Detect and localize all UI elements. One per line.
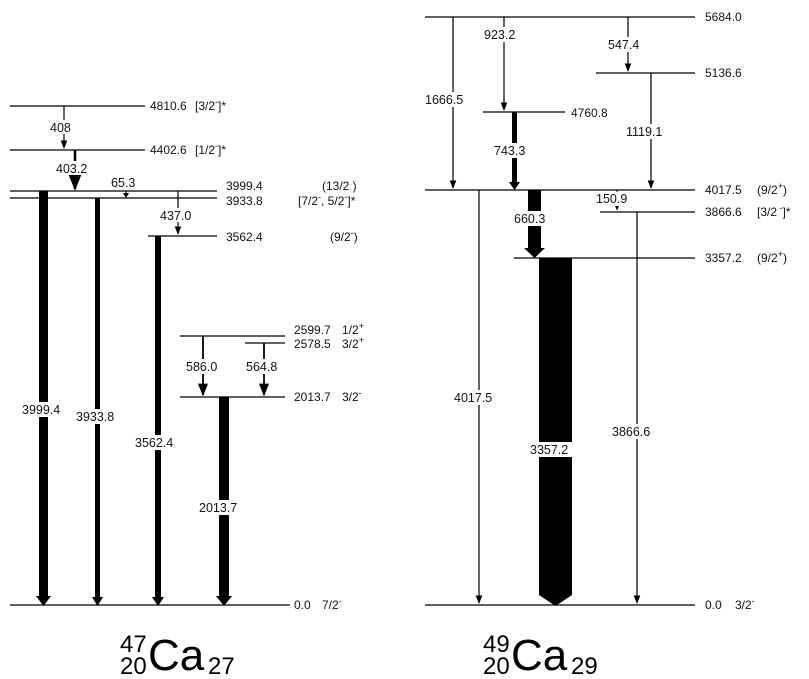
ca47-level-spin: 7/2- [322,596,342,612]
ca47-gamma-label: 3999.4 [22,403,60,417]
ca47-level-energy: 2013.7 [294,390,331,404]
ca49-level-spin: (9/2+) [757,249,787,265]
ca49-gamma-label: 660.3 [514,212,545,226]
ca49-scheme: 5684.0 5136.6 4760.8 4017.5 3866.6 3357.… [423,10,791,679]
ca49-element-symbol: Ca [511,631,568,679]
ca47-gamma-2013-bar [219,397,229,596]
ca49-gamma-label: 743.3 [494,144,525,158]
ca49-level-energy: 0.0 [705,598,722,612]
ca49-neutron-number: 29 [571,653,598,679]
ca47-gamma-3933-bar [95,198,100,597]
ca49-level-energy: 3357.2 [705,251,742,265]
ca47-gamma-3562-head [152,597,164,606]
ca47-level-energy: 3999.4 [226,179,263,193]
ca47-level-spin: [7/2-, 5/2-]* [298,192,356,208]
ca47-atomic-number: 20 [120,653,147,679]
ca49-level-spin: (9/2+) [757,181,787,197]
ca49-gamma-743-head [509,182,520,190]
ca49-level-energy: 3866.6 [705,205,742,219]
ca49-gamma-label: 3866.6 [612,425,650,439]
ca47-gamma-label: 2013.7 [199,501,237,515]
ca47-gamma-label: 3562.4 [135,436,173,450]
ca47-gamma-label: 586.0 [186,360,217,374]
ca47-gamma-label: 65.3 [111,176,135,190]
ca47-gamma-3933-head [92,597,103,606]
ca47-gamma-3999-head [36,596,51,606]
ca49-level-energy: 4760.8 [571,106,608,120]
ca47-level-energy: 4402.6 [150,143,187,157]
ca47-level-energy: 4810.6 [150,99,187,113]
ca49-gamma-label: 3357.2 [530,443,568,457]
ca49-atomic-number: 20 [483,653,510,679]
ca49-gamma-label: 1666.5 [425,93,463,107]
ca47-level-spin: 3/2- [342,388,362,404]
ca47-gamma-3562-bar [155,236,161,597]
ca49-gamma-3357-bar [539,258,572,595]
ca47-gamma-label: 403.2 [56,162,87,176]
ca47-level-spin: 1/2+ [342,321,364,337]
ca47-neutron-number: 27 [208,653,235,679]
ca47-level-spin: (13/2 ) [322,179,357,193]
ca47-gamma-3999-bar [39,191,48,596]
ca49-gamma-label: 4017.5 [454,391,492,405]
ca47-level-energy: 3562.4 [226,230,263,244]
ca49-gamma-label: 1119.1 [626,125,662,139]
ca47-level-energy: 2578.5 [294,337,331,351]
ca47-level-spin: [1/2-]* [195,141,226,157]
ca49-gamma-660-head [524,248,545,258]
ca47-level-energy: 2599.7 [294,323,331,337]
ca47-element-symbol: Ca [148,631,205,679]
ca49-level-spin: 3/2- [735,596,755,612]
ca47-gamma-2013-head [216,596,232,606]
ca47-level-spin: (9/2-) [330,228,358,244]
ca47-gamma-label: 437.0 [160,209,191,223]
ca47-level-spin: [3/2-]* [195,97,226,113]
ca49-gamma-3357-head [539,595,572,606]
ca47-level-spin: 3/2+ [342,335,364,351]
ca47-gamma-label: 3933.8 [76,410,114,424]
ca49-gamma-label: 923.2 [484,28,515,42]
ca47-mass-number: 47 [120,631,147,658]
ca49-level-spin: [3/2 -]* [757,203,791,219]
ca47-level-energy: 3933.8 [226,194,263,208]
ca47-scheme: 4810.6 4402.6 3999.4 3933.8 3562.4 2599.… [10,97,364,679]
ca49-level-energy: 5136.6 [705,66,742,80]
ca49-gamma-label: 547.4 [608,38,639,52]
ca49-mass-number: 49 [483,631,510,658]
ca47-gamma-label: 408 [50,121,71,135]
ca49-level-energy: 5684.0 [705,10,742,24]
ca49-level-energy: 4017.5 [705,183,742,197]
ca47-level-energy: 0.0 [294,598,311,612]
ca47-gamma-label: 564.8 [246,360,277,374]
ca47-gamma-65-head [123,193,129,198]
ca49-gamma-label: 150.9 [596,192,627,206]
